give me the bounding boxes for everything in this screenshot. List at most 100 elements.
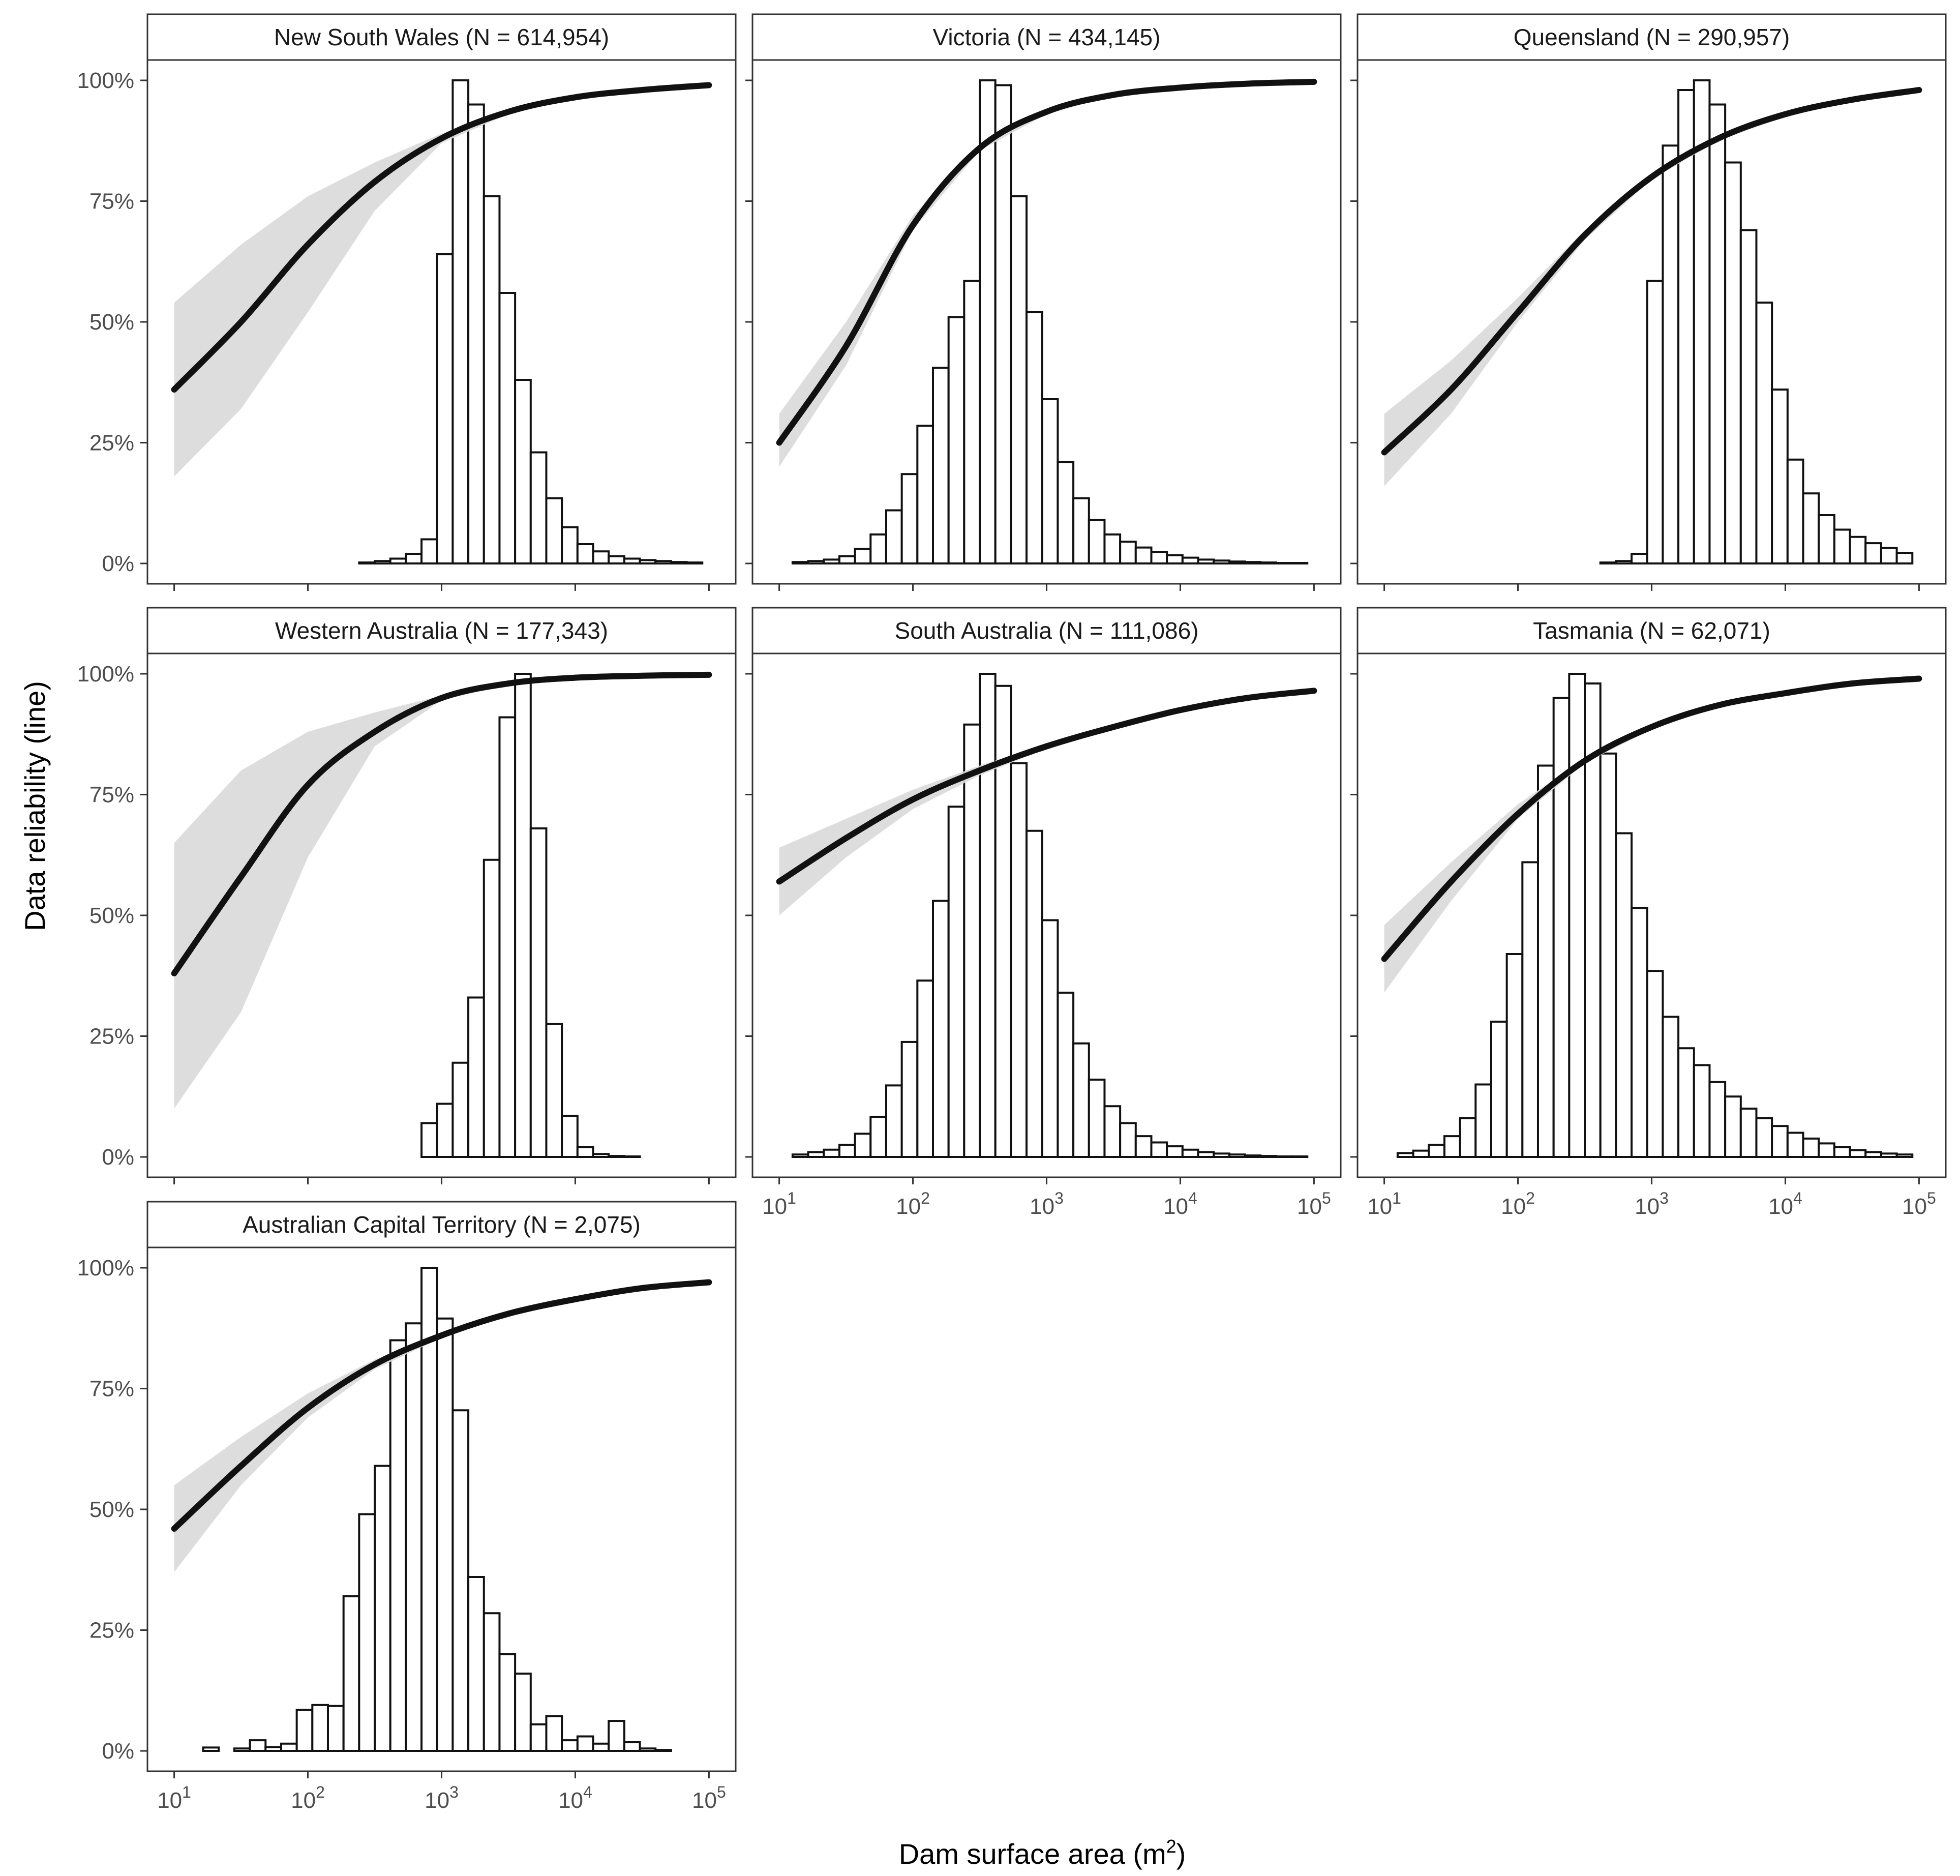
histogram-bar [1134,546,1153,565]
y-tick-label: 75% [89,1377,134,1402]
histogram-bar [483,858,501,1158]
histogram-bar [576,1146,594,1158]
histogram-bar [1134,1135,1153,1158]
histogram-bar [233,1747,251,1752]
histogram-bar [405,553,423,564]
histogram-bar [311,1704,329,1752]
histogram-bar [561,1115,579,1158]
y-tick-label: 100% [77,1256,134,1281]
histogram-bar [451,79,470,564]
panel-1: Victoria (N = 434,145) [745,13,1342,591]
strip-box [146,1201,737,1248]
histogram-bar [1631,553,1648,564]
histogram-bar [1536,764,1555,1158]
y-tick-label: 50% [89,1497,134,1522]
x-tick-label-exponent: 3 [1660,1189,1669,1207]
histogram-bar [592,1742,610,1752]
histogram-bar [1802,1137,1820,1158]
x-tick-label: 105 [1297,1189,1331,1219]
x-tick-label-base: 10 [1501,1194,1526,1219]
histogram-bar [1103,533,1122,564]
histogram-bar [1396,1152,1414,1158]
histogram-bar [1895,1153,1914,1158]
histogram-bar [654,560,672,564]
histogram-bar [295,1709,314,1752]
histogram-bar [405,1322,423,1752]
histogram-bar [1041,919,1059,1158]
histogram-bar [1646,280,1664,564]
histogram-bar [374,560,391,564]
histogram-bar [1213,1152,1230,1158]
y-tick-label: 50% [89,903,134,928]
panel-5: Tasmania (N = 62,071)101 102 103 104 105 [1350,607,1947,1219]
histogram-bar [623,1741,641,1752]
histogram-bar [1864,542,1882,564]
histogram-bar [1599,561,1617,564]
x-tick-label-exponent: 5 [1322,1189,1331,1207]
x-tick-label-exponent: 2 [316,1783,325,1801]
histogram-bar [576,1735,594,1752]
x-axis-title-superscript: 2 [1166,1836,1177,1857]
x-axis-title-main: Dam surface area (m [899,1838,1166,1870]
histogram-bar [1724,1095,1742,1158]
y-tick-label: 50% [89,310,134,335]
histogram-bar [869,1116,887,1158]
histogram-bar [791,1153,809,1158]
histogram-bar [467,1576,485,1752]
histogram-bar [1849,535,1867,564]
histogram-bar [374,1465,391,1752]
x-tick-label-base: 10 [1030,1194,1054,1219]
histogram-bar [436,1103,454,1158]
confidence-band [174,84,709,477]
x-tick-label-exponent: 1 [182,1783,191,1801]
x-tick-label-base: 10 [291,1788,316,1813]
histogram-bar [1693,1064,1711,1158]
histogram-bar [1864,1151,1882,1158]
histogram-bar [1228,1153,1246,1158]
x-tick-label-exponent: 4 [1188,1189,1197,1207]
y-tick-label: 0% [102,551,134,576]
histogram-bar [1568,673,1586,1158]
histogram-bar [1771,389,1789,564]
histogram-bar [1412,1149,1430,1158]
histogram-bar [1166,554,1184,564]
histogram-bar [807,1151,825,1158]
histogram-bar [561,526,579,564]
histogram-bar [1505,953,1524,1158]
histogram-bar [1880,547,1898,564]
histogram-bar [514,379,532,564]
histogram-bar [1880,1152,1898,1158]
x-tick-label-base: 10 [1367,1194,1392,1219]
histogram-bar [931,900,950,1158]
histogram-bar [1521,861,1539,1158]
histogram-bar [1181,1148,1199,1158]
histogram-bar [885,509,903,564]
histogram-bar [514,673,532,1158]
x-tick-label: 102 [1501,1189,1535,1219]
histogram-bar [1150,551,1168,564]
x-tick-label: 104 [1163,1189,1197,1219]
histogram-bar [947,316,966,564]
histogram-bar [979,79,997,564]
histogram-bar [1631,907,1648,1158]
x-tick-label: 102 [896,1189,930,1219]
histogram-bar [1119,1122,1137,1158]
histogram-bar [529,451,548,564]
x-tick-label: 103 [425,1783,459,1813]
histogram-bar [685,561,704,564]
x-tick-label-exponent: 2 [1526,1189,1535,1207]
histogram-bar [1490,1021,1508,1158]
histogram-bar [1771,1125,1789,1158]
strip-title: Western Australia (N = 177,343) [275,617,608,644]
y-tick-label: 25% [89,431,134,456]
panel-2: Queensland (N = 290,957) [1350,13,1947,591]
reliability-curve [171,671,712,976]
panel-3: Western Australia (N = 177,343) 0% 25% 50% 7… [77,607,737,1184]
histogram-bar [514,1673,532,1752]
histogram-bar [529,1723,548,1752]
panel-0: New South Wales (N = 614,954) 0% 25% 50% 75%… [77,13,737,591]
y-tick-label: 0% [102,1739,134,1764]
histogram-bar [947,806,966,1158]
strip-box [1356,607,1947,654]
strip-title: South Australia (N = 111,086) [895,617,1199,644]
